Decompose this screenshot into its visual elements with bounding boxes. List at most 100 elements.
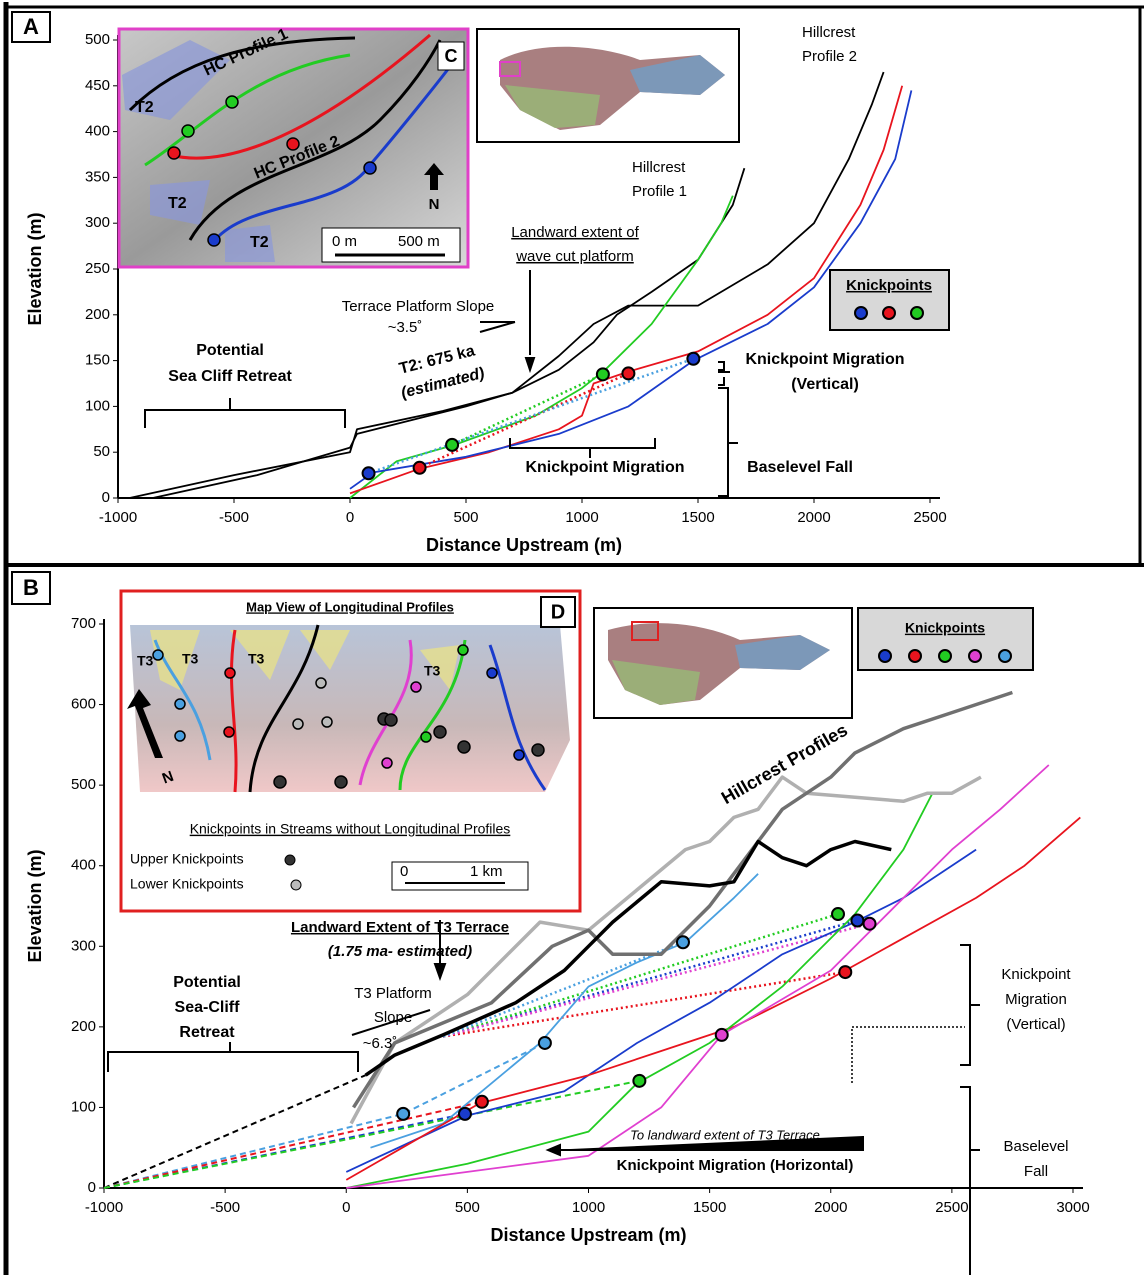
annotation: Baselevel bbox=[1003, 1138, 1068, 1155]
x-tick-label: -1000 bbox=[99, 509, 137, 526]
inset-label: C bbox=[445, 46, 458, 66]
knickpoint bbox=[459, 1108, 471, 1120]
annotation: Fall bbox=[1024, 1163, 1048, 1180]
knickpoint bbox=[622, 367, 634, 379]
legend-b: Knickpoints bbox=[858, 608, 1033, 670]
inset-text: 0 m bbox=[332, 233, 357, 250]
x-tick-label: 500 bbox=[455, 1199, 480, 1216]
inset-text: N bbox=[429, 196, 440, 213]
inset-label: D bbox=[551, 601, 565, 623]
panel-label: A bbox=[23, 14, 39, 39]
x-tick-label: 2000 bbox=[797, 509, 830, 526]
annotation: (Vertical) bbox=[791, 376, 859, 393]
knickpoint bbox=[397, 1108, 409, 1120]
x-tick-label: 1000 bbox=[572, 1199, 605, 1216]
annotation: Knickpoint Migration bbox=[745, 351, 904, 368]
annotation: wave cut platform bbox=[515, 248, 634, 265]
x-tick-label: 1500 bbox=[681, 509, 714, 526]
series-line bbox=[104, 1102, 482, 1188]
x-tick-label: -1000 bbox=[85, 1199, 123, 1216]
annotation: T3 Platform bbox=[354, 985, 432, 1002]
inset-text: T3 bbox=[137, 653, 154, 669]
x-tick-label: 1500 bbox=[693, 1199, 726, 1216]
annotation: Sea-Cliff bbox=[175, 999, 241, 1016]
annotation: Landward extent of bbox=[511, 224, 639, 241]
y-tick-label: 150 bbox=[85, 352, 110, 369]
legend-a: Knickpoints bbox=[830, 270, 949, 330]
y-tick-label: 600 bbox=[71, 696, 96, 713]
overview-map bbox=[594, 608, 852, 718]
knickpoint bbox=[864, 918, 876, 930]
knickpoint bbox=[839, 966, 851, 978]
y-tick-label: 300 bbox=[71, 937, 96, 954]
legend-swatch bbox=[939, 650, 951, 662]
y-tick-label: 200 bbox=[71, 1018, 96, 1035]
x-tick-label: -500 bbox=[219, 509, 249, 526]
inset-text: T2 bbox=[135, 99, 154, 116]
y-tick-label: 0 bbox=[88, 1179, 96, 1196]
annotation: Baselevel Fall bbox=[747, 459, 853, 476]
series-line bbox=[443, 924, 869, 1037]
knickpoint bbox=[677, 936, 689, 948]
annotation: Hillcrest bbox=[802, 24, 856, 41]
y-tick-label: 200 bbox=[85, 306, 110, 323]
y-tick-label: 500 bbox=[71, 776, 96, 793]
figure: A B 050100150200250300350400450500-1000-… bbox=[0, 0, 1144, 1275]
annotation: ~3.5˚ bbox=[388, 319, 423, 336]
knickpoint bbox=[832, 908, 844, 920]
x-tick-label: 3000 bbox=[1056, 1199, 1089, 1216]
x-tick-label: 0 bbox=[346, 509, 354, 526]
annotation: Profile 2 bbox=[802, 48, 857, 65]
inset-text: 500 m bbox=[398, 233, 440, 250]
inset-map-c: C HC Profile 1 HC Profile 2 T2 T2 T2 T2 … bbox=[119, 26, 468, 267]
y-tick-label: 500 bbox=[85, 31, 110, 48]
legend-swatch bbox=[855, 307, 867, 319]
knickpoint bbox=[363, 467, 375, 479]
inset-title: Map View of Longitudinal Profiles bbox=[246, 599, 454, 614]
y-tick-label: 250 bbox=[85, 260, 110, 277]
legend-swatch bbox=[999, 650, 1011, 662]
x-tick-label: 500 bbox=[453, 509, 478, 526]
y-tick-label: 350 bbox=[85, 168, 110, 185]
inset-text: Lower Knickpoints bbox=[130, 876, 244, 892]
annotation: Knickpoint Migration (Horizontal) bbox=[617, 1157, 854, 1174]
y-tick-label: 400 bbox=[85, 123, 110, 140]
legend-swatch bbox=[969, 650, 981, 662]
x-tick-label: 0 bbox=[342, 1199, 350, 1216]
knickpoint bbox=[633, 1075, 645, 1087]
y-tick-label: 300 bbox=[85, 214, 110, 231]
annotation: Potential bbox=[196, 342, 264, 359]
legend-title: Knickpoints bbox=[846, 277, 932, 294]
x-axis-title: Distance Upstream (m) bbox=[426, 535, 622, 555]
annotation: Potential bbox=[173, 974, 241, 991]
legend-swatch bbox=[909, 650, 921, 662]
y-tick-label: 0 bbox=[102, 489, 110, 506]
series-line bbox=[104, 1043, 545, 1188]
series-line bbox=[443, 942, 683, 1036]
inset-map-d: Map View of Longitudinal Profiles D T3 T… bbox=[121, 591, 580, 911]
x-tick-label: 2000 bbox=[814, 1199, 847, 1216]
x-tick-label: 2500 bbox=[913, 509, 946, 526]
annotation: (Vertical) bbox=[1006, 1016, 1065, 1033]
annotation: Hillcrest bbox=[632, 159, 686, 176]
inset-text: 0 bbox=[400, 863, 408, 880]
series-line bbox=[443, 921, 857, 1037]
overview-map bbox=[477, 29, 739, 142]
inset-text: T2 bbox=[168, 195, 187, 212]
legend-swatch bbox=[883, 307, 895, 319]
knickpoint bbox=[851, 915, 863, 927]
annotation: Sea Cliff Retreat bbox=[168, 368, 292, 385]
x-axis-title: Distance Upstream (m) bbox=[490, 1225, 686, 1245]
annotation: Landward Extent of T3 Terrace bbox=[291, 919, 509, 936]
y-axis-title: Elevation (m) bbox=[25, 212, 45, 325]
knickpoint bbox=[716, 1029, 728, 1041]
inset-text: T2 bbox=[250, 234, 269, 251]
inset-text: T3 bbox=[248, 651, 265, 667]
annotation: Knickpoint Migration bbox=[525, 459, 684, 476]
y-tick-label: 400 bbox=[71, 857, 96, 874]
x-tick-label: 2500 bbox=[935, 1199, 968, 1216]
inset-text: T3 bbox=[182, 651, 199, 667]
y-tick-label: 450 bbox=[85, 77, 110, 94]
inset-text: Knickpoints in Streams without Longitudi… bbox=[190, 821, 511, 837]
x-tick-label: 1000 bbox=[565, 509, 598, 526]
